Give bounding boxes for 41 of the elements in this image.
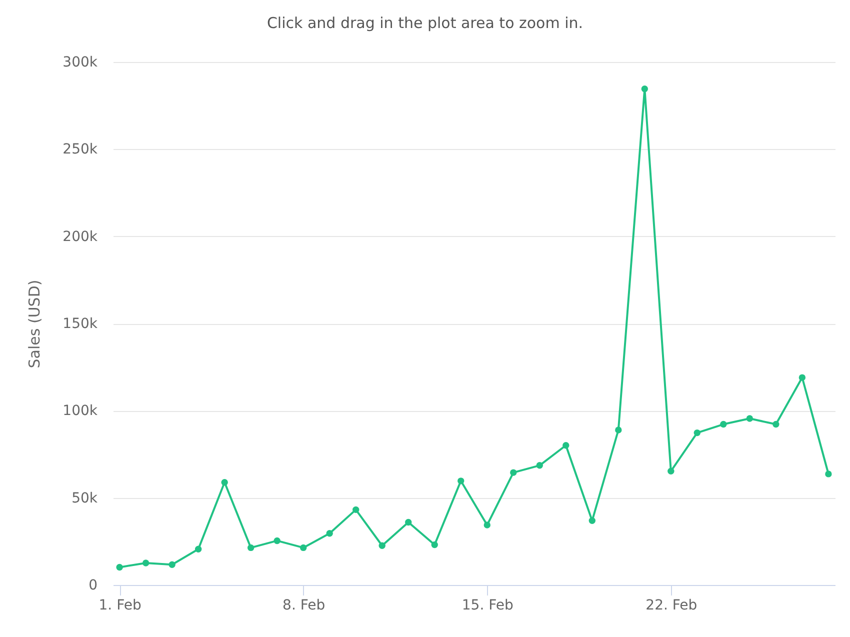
- point: [668, 468, 674, 475]
- y-tick-label: 200k: [62, 228, 98, 245]
- chart-title: Click and drag in the plot area to zoom in.: [266, 14, 584, 32]
- point: [300, 544, 307, 552]
- y-tick-label: 300k: [62, 54, 98, 70]
- point: [588, 517, 596, 524]
- point: [484, 522, 490, 528]
- point: [746, 415, 754, 422]
- point: [194, 546, 202, 552]
- point: [378, 542, 386, 549]
- point: [326, 530, 333, 537]
- point: [221, 478, 228, 486]
- point: [641, 86, 648, 92]
- point: [825, 470, 832, 478]
- point: [405, 518, 412, 526]
- x-tick-label: 8. Feb: [282, 598, 326, 614]
- point: [352, 506, 360, 514]
- point: [694, 429, 701, 436]
- point: [772, 420, 780, 428]
- point: [562, 442, 570, 449]
- point: [142, 560, 150, 566]
- y-tick-label: 50k: [72, 490, 98, 506]
- point: [116, 564, 123, 571]
- x-tick-label: 15. Feb: [462, 598, 514, 614]
- x-tick-label: 22. Feb: [646, 598, 698, 614]
- x-tick-label: 1. Feb: [98, 598, 142, 614]
- point: [536, 462, 543, 469]
- y-tick-label: 100k: [62, 403, 98, 420]
- y-tick-label: 150k: [62, 316, 98, 332]
- point: [168, 561, 176, 568]
- point: [458, 478, 464, 484]
- point: [615, 426, 622, 434]
- point: [798, 374, 806, 381]
- point: [247, 544, 254, 552]
- point: [431, 541, 438, 548]
- y-axis-title: Sales (USD): [26, 280, 44, 368]
- point: [274, 537, 280, 544]
- point: [720, 420, 727, 428]
- y-tick-label: 0: [88, 578, 98, 594]
- y-tick-label: 250k: [62, 142, 98, 158]
- point: [510, 469, 517, 476]
